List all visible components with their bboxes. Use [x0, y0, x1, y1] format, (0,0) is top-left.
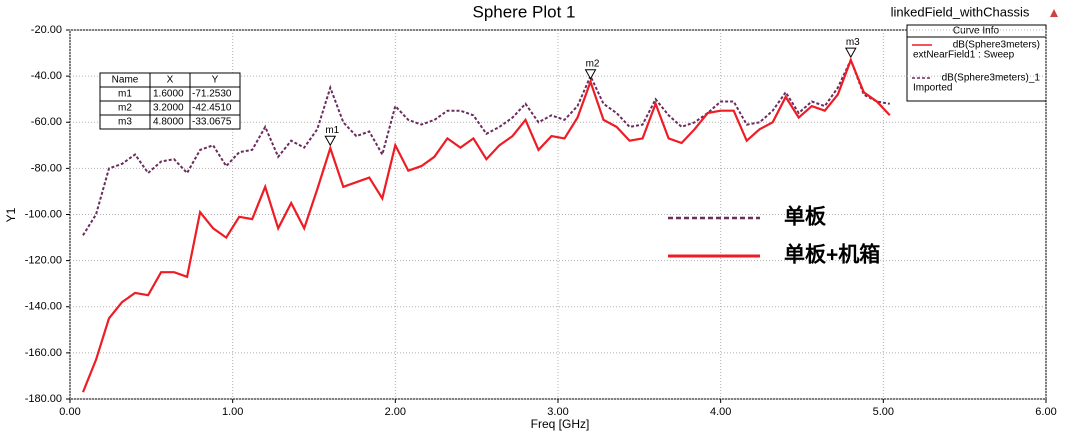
marker-label: m3 — [846, 37, 860, 48]
x-tick-label: 1.00 — [222, 406, 243, 418]
window-label: linkedField_withChassis — [891, 4, 1030, 19]
x-axis-label: Freq [GHz] — [531, 417, 590, 431]
marker-table-header: Name — [112, 75, 139, 86]
x-tick-label: 6.00 — [1035, 406, 1056, 418]
x-tick-label: 0.00 — [59, 406, 80, 418]
legend-name: dB(Sphere3meters) — [953, 40, 1040, 51]
marker-label: m2 — [586, 58, 600, 69]
marker-triangle — [324, 135, 337, 147]
y-tick-label: -80.00 — [31, 162, 62, 174]
marker-table-name: m1 — [118, 89, 132, 100]
y-tick-label: -60.00 — [31, 116, 62, 128]
marker-label: m1 — [325, 125, 339, 136]
y-tick-label: -180.00 — [25, 393, 62, 405]
marker-table-name: m3 — [118, 117, 132, 128]
marker-table-y: -71.2530 — [192, 89, 232, 100]
y-tick-label: -100.00 — [25, 208, 62, 220]
window-icon[interactable] — [1050, 9, 1058, 17]
marker-table-y: -42.4510 — [192, 103, 232, 114]
legend-source: Imported — [913, 83, 952, 94]
chart-title: Sphere Plot 1 — [472, 2, 575, 21]
marker-table-x: 3.2000 — [153, 103, 184, 114]
y-tick-label: -120.00 — [25, 255, 62, 267]
annotation-label: 单板 — [784, 205, 827, 229]
series-line — [82, 57, 890, 236]
y-axis-label: Y1 — [4, 207, 18, 222]
y-tick-label: -160.00 — [25, 347, 62, 359]
y-tick-label: -40.00 — [31, 70, 62, 82]
y-tick-label: -140.00 — [25, 301, 62, 313]
x-tick-label: 4.00 — [710, 406, 731, 418]
marker-table-y: -33.0675 — [192, 117, 232, 128]
marker-triangle — [584, 69, 597, 80]
marker-table-header: X — [167, 75, 174, 86]
y-tick-label: -20.00 — [31, 24, 62, 36]
legend-box — [906, 24, 1047, 102]
x-tick-label: 3.00 — [547, 406, 568, 418]
legend-name: dB(Sphere3meters)_1 — [942, 73, 1041, 84]
marker-table-x: 1.6000 — [153, 89, 184, 100]
marker-table-name: m2 — [118, 103, 132, 114]
x-tick-label: 5.00 — [873, 406, 894, 418]
x-tick-label: 2.00 — [385, 406, 406, 418]
marker-table-header: Y — [212, 75, 219, 86]
annotation-label: 单板+机箱 — [784, 243, 880, 267]
legend-source: extNearField1 : Sweep — [913, 50, 1015, 61]
series-line — [81, 57, 891, 393]
legend-title: Curve Info — [953, 26, 1000, 37]
marker-table-x: 4.8000 — [153, 117, 184, 128]
marker-triangle — [844, 47, 857, 59]
